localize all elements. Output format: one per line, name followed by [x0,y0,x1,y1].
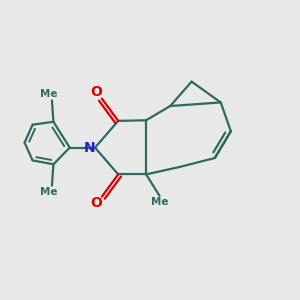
Text: N: N [84,141,95,154]
Text: Me: Me [40,187,58,196]
Text: Me: Me [40,89,58,99]
Text: O: O [90,196,102,210]
Text: Me: Me [152,197,169,207]
Text: O: O [90,85,102,99]
